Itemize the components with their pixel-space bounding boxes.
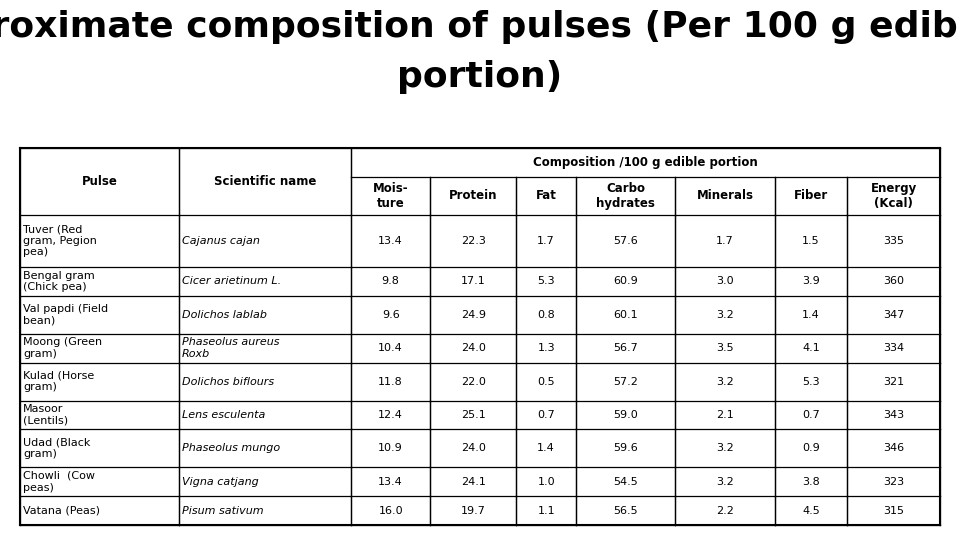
Text: Val papdi (Field
bean): Val papdi (Field bean) [23, 304, 108, 326]
Text: 1.7: 1.7 [538, 236, 555, 246]
Text: Chowli  (Cow
peas): Chowli (Cow peas) [23, 471, 95, 492]
Text: Proximate composition of pulses (Per 100 g edible: Proximate composition of pulses (Per 100… [0, 10, 960, 44]
Text: 347: 347 [883, 310, 904, 320]
Text: 4.5: 4.5 [802, 505, 820, 516]
Text: 1.4: 1.4 [538, 443, 555, 454]
Text: 60.9: 60.9 [613, 276, 638, 287]
Text: 0.5: 0.5 [538, 376, 555, 387]
Text: Moong (Green
gram): Moong (Green gram) [23, 338, 102, 359]
Text: Cajanus cajan: Cajanus cajan [181, 236, 260, 246]
Text: Tuver (Red
gram, Pegion
pea): Tuver (Red gram, Pegion pea) [23, 224, 97, 258]
Text: Minerals: Minerals [696, 190, 754, 202]
Text: Protein: Protein [449, 190, 497, 202]
Text: 1.1: 1.1 [538, 505, 555, 516]
Text: 57.2: 57.2 [613, 376, 638, 387]
Text: 24.1: 24.1 [461, 477, 486, 487]
Text: 56.7: 56.7 [613, 343, 638, 353]
Text: Dolichos lablab: Dolichos lablab [181, 310, 267, 320]
Text: Bengal gram
(Chick pea): Bengal gram (Chick pea) [23, 271, 95, 292]
Text: 60.1: 60.1 [613, 310, 638, 320]
Text: 56.5: 56.5 [613, 505, 638, 516]
Text: 59.0: 59.0 [613, 410, 638, 420]
Text: Mois-
ture: Mois- ture [372, 182, 408, 210]
Text: Carbo
hydrates: Carbo hydrates [596, 182, 655, 210]
Text: 24.0: 24.0 [461, 343, 486, 353]
Text: 3.8: 3.8 [802, 477, 820, 487]
Text: 16.0: 16.0 [378, 505, 403, 516]
Text: Vigna catjang: Vigna catjang [181, 477, 258, 487]
Text: 343: 343 [883, 410, 904, 420]
Text: 13.4: 13.4 [378, 236, 403, 246]
Text: 0.7: 0.7 [802, 410, 820, 420]
Text: Masoor
(Lentils): Masoor (Lentils) [23, 404, 68, 426]
Text: Cicer arietinum L.: Cicer arietinum L. [181, 276, 281, 287]
Text: 1.7: 1.7 [716, 236, 733, 246]
Text: 335: 335 [883, 236, 904, 246]
Text: 9.6: 9.6 [382, 310, 399, 320]
Text: 13.4: 13.4 [378, 477, 403, 487]
Text: Phaseolus mungo: Phaseolus mungo [181, 443, 280, 454]
Text: 3.2: 3.2 [716, 443, 733, 454]
Text: 1.4: 1.4 [802, 310, 820, 320]
Text: Fat: Fat [536, 190, 557, 202]
Text: 10.9: 10.9 [378, 443, 403, 454]
Text: Scientific name: Scientific name [214, 175, 316, 188]
Text: Energy
(Kcal): Energy (Kcal) [871, 182, 917, 210]
Text: 22.3: 22.3 [461, 236, 486, 246]
Text: 3.2: 3.2 [716, 310, 733, 320]
Text: 3.0: 3.0 [716, 276, 733, 287]
Text: 24.9: 24.9 [461, 310, 486, 320]
Text: 1.3: 1.3 [538, 343, 555, 353]
Text: 4.1: 4.1 [802, 343, 820, 353]
Text: 1.5: 1.5 [803, 236, 820, 246]
Text: 12.4: 12.4 [378, 410, 403, 420]
Text: Lens esculenta: Lens esculenta [181, 410, 265, 420]
Text: 17.1: 17.1 [461, 276, 486, 287]
Text: Fiber: Fiber [794, 190, 828, 202]
Text: 3.9: 3.9 [802, 276, 820, 287]
Text: Phaseolus aureus
Roxb: Phaseolus aureus Roxb [181, 338, 279, 359]
Text: 323: 323 [883, 477, 904, 487]
Text: 19.7: 19.7 [461, 505, 486, 516]
Text: 57.6: 57.6 [613, 236, 638, 246]
Text: Dolichos biflours: Dolichos biflours [181, 376, 274, 387]
Text: 0.9: 0.9 [802, 443, 820, 454]
Text: 0.8: 0.8 [538, 310, 555, 320]
Text: portion): portion) [397, 60, 563, 94]
Text: 11.8: 11.8 [378, 376, 403, 387]
Text: 59.6: 59.6 [613, 443, 638, 454]
Text: 24.0: 24.0 [461, 443, 486, 454]
Text: 22.0: 22.0 [461, 376, 486, 387]
Text: 315: 315 [883, 505, 904, 516]
Text: 54.5: 54.5 [613, 477, 638, 487]
Text: 3.2: 3.2 [716, 376, 733, 387]
Text: Udad (Black
gram): Udad (Black gram) [23, 437, 90, 459]
Text: 2.1: 2.1 [716, 410, 733, 420]
Text: Composition /100 g edible portion: Composition /100 g edible portion [533, 156, 757, 169]
Text: 5.3: 5.3 [803, 376, 820, 387]
Text: 321: 321 [883, 376, 904, 387]
Text: 360: 360 [883, 276, 904, 287]
Text: 346: 346 [883, 443, 904, 454]
Text: 0.7: 0.7 [538, 410, 555, 420]
Text: 3.2: 3.2 [716, 477, 733, 487]
Text: 1.0: 1.0 [538, 477, 555, 487]
Text: 3.5: 3.5 [716, 343, 733, 353]
Text: 2.2: 2.2 [716, 505, 733, 516]
Text: Pulse: Pulse [82, 175, 117, 188]
Text: 334: 334 [883, 343, 904, 353]
Text: Vatana (Peas): Vatana (Peas) [23, 505, 100, 516]
Text: 25.1: 25.1 [461, 410, 486, 420]
Text: 5.3: 5.3 [538, 276, 555, 287]
Text: Pisum sativum: Pisum sativum [181, 505, 263, 516]
Text: 10.4: 10.4 [378, 343, 403, 353]
Text: 9.8: 9.8 [382, 276, 399, 287]
Text: Kulad (Horse
gram): Kulad (Horse gram) [23, 371, 94, 393]
